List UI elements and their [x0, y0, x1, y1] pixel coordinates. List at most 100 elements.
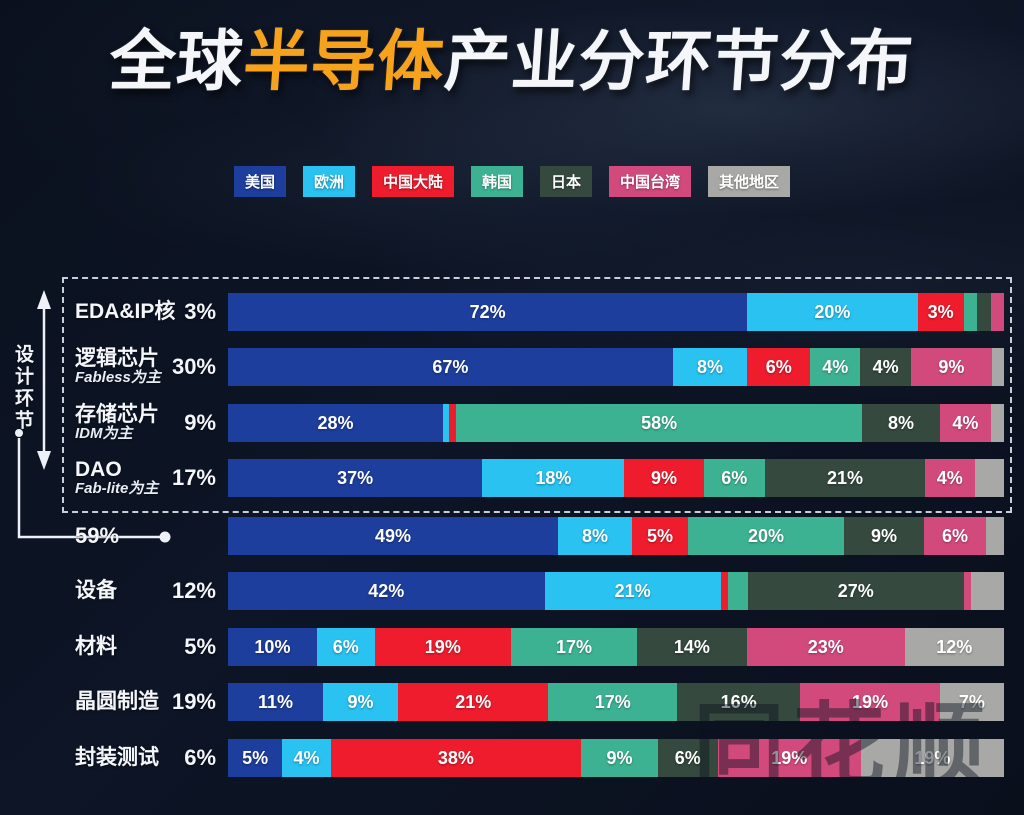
row-name: 设备	[75, 578, 117, 602]
connector-start-dot	[15, 429, 23, 437]
segment-value-label: 5%	[242, 747, 269, 768]
row-label: 59%	[62, 517, 228, 555]
segment-value-label: 67%	[432, 356, 469, 377]
bar-segment	[991, 348, 1004, 386]
bar-segment: 4%	[860, 348, 911, 386]
row-name-wrap: 设备	[75, 578, 117, 602]
bar-segment	[974, 459, 1005, 497]
total-connector-line	[17, 438, 160, 539]
segment-value-label: 8%	[888, 412, 915, 433]
bar-segment: 9%	[322, 683, 399, 721]
segment-value-label: 17%	[594, 691, 631, 712]
segment-value-label: 21%	[455, 691, 492, 712]
design-bracket-annotation	[15, 290, 171, 543]
bar-segment: 19%	[800, 683, 940, 721]
segment-value-label: 9%	[870, 525, 897, 546]
segment-value-label: 38%	[437, 747, 474, 768]
row-label: 晶圆制造 19%	[62, 683, 228, 721]
segment-value-label: 19%	[914, 747, 951, 768]
row-label: 存储芯片 IDM为主 9%	[62, 404, 228, 442]
row-share-value: 6%	[184, 745, 216, 770]
arrow-up-icon	[37, 290, 51, 309]
segment-value-label: 6%	[674, 747, 701, 768]
segment-value-label: 23%	[807, 636, 844, 657]
bar-segment: 37%	[228, 459, 483, 497]
row-name: 晶圆制造	[75, 689, 159, 713]
bar-segment: 4%	[924, 459, 975, 497]
bar-segment: 28%	[228, 404, 443, 442]
bar-segment: 7%	[939, 683, 1004, 721]
bar-segment: 10%	[228, 628, 317, 666]
bar-segment	[977, 293, 991, 331]
bar-segment: 11%	[228, 683, 323, 721]
bar-segment: 4%	[810, 348, 861, 386]
segment-value-label: 6%	[721, 467, 748, 488]
bar-segment: 9%	[581, 739, 658, 777]
row-label: 设备 12%	[62, 572, 228, 610]
title-suffix: 产业分环节分布	[442, 24, 917, 98]
design-section-label: 设计环节	[12, 344, 33, 432]
bar-segment: 20%	[687, 517, 844, 555]
segment-value-label: 11%	[257, 691, 293, 712]
stacked-bar: 11% 9% 21% 17% 16% 19% 7%	[228, 683, 1004, 721]
row-share-value: 17%	[171, 465, 216, 490]
bar-segment: 9%	[624, 459, 704, 497]
bar-segment: 4%	[939, 404, 992, 442]
bar-segment: 5%	[228, 739, 283, 777]
segment-value-label: 20%	[814, 301, 851, 322]
legend-item: 韩国	[470, 166, 523, 197]
segment-value-label: 19%	[424, 636, 461, 657]
bar-segment	[990, 293, 1004, 331]
chart-row: DAO Fab-lite为主 17% 37% 18% 9% 6% 21% 4%	[62, 459, 1005, 497]
row-share-value: 5%	[184, 634, 216, 659]
chart-row: 材料 5% 10% 6% 19% 17% 14% 23% 12%	[62, 628, 1004, 666]
title-highlight: 半导体	[241, 24, 448, 98]
row-label: 逻辑芯片 Fabless为主 30%	[62, 348, 228, 386]
row-name-wrap: EDA&IP核	[75, 299, 176, 323]
legend-item: 其他地区	[708, 166, 791, 197]
row-name: EDA&IP核	[75, 299, 176, 323]
row-name-wrap: 材料	[75, 635, 117, 658]
bar-segment: 6%	[747, 348, 811, 386]
segment-value-label: 9%	[651, 467, 678, 488]
chart-row: 封装测试 6% 5% 4% 38% 9% 6% 19% 19%	[62, 739, 1004, 777]
segment-value-label: 19%	[771, 747, 808, 768]
segment-value-label: 9%	[938, 356, 965, 377]
row-name-wrap: DAO Fab-lite为主	[75, 459, 158, 497]
segment-value-label: 10%	[254, 636, 291, 657]
segment-value-label: 4%	[822, 356, 849, 377]
page-title: 全球半导体产业分环节分布	[0, 8, 1024, 104]
bar-segment: 27%	[747, 572, 964, 610]
chart-row: 59% 49% 8% 5% 20% 9% 6%	[62, 517, 1004, 555]
stacked-bar: 37% 18% 9% 6% 21% 4%	[228, 459, 1005, 497]
chart-row: 存储芯片 IDM为主 9% 28% 58% 8% 4%	[62, 404, 1004, 442]
bar-segment: 49%	[228, 517, 558, 555]
bar-segment: 9%	[843, 517, 924, 555]
bar-segment: 19%	[717, 739, 861, 777]
segment-value-label: 72%	[469, 301, 506, 322]
chart-row: 逻辑芯片 Fabless为主 30% 67% 8% 6% 4% 4% 9%	[62, 348, 1004, 386]
bar-segment: 72%	[228, 293, 748, 331]
segment-value-label: 4%	[293, 747, 320, 768]
chart-row: EDA&IP核 3% 72% 20% 3%	[62, 293, 1004, 331]
segment-value-label: 21%	[614, 580, 651, 601]
segment-value-label: 18%	[535, 467, 572, 488]
bar-segment: 4%	[282, 739, 331, 777]
row-label: 封装测试 6%	[62, 739, 228, 777]
row-name-wrap: 逻辑芯片 Fabless为主	[75, 348, 161, 386]
bar-segment	[963, 572, 971, 610]
segment-value-label: 42%	[368, 580, 405, 601]
segment-value-label: 4%	[936, 467, 963, 488]
bar-segment: 3%	[917, 293, 964, 331]
bar-segment: 6%	[703, 459, 765, 497]
row-name: DAO	[75, 458, 122, 482]
bar-segment	[720, 572, 728, 610]
segment-value-label: 27%	[837, 580, 874, 601]
row-label: 材料 5%	[62, 628, 228, 666]
arrow-down-icon	[37, 451, 51, 470]
segment-value-label: 19%	[852, 691, 889, 712]
bar-segment	[449, 404, 456, 442]
segment-value-label: 14%	[673, 636, 710, 657]
bar-segment: 21%	[544, 572, 721, 610]
bar-segment: 20%	[747, 293, 918, 331]
